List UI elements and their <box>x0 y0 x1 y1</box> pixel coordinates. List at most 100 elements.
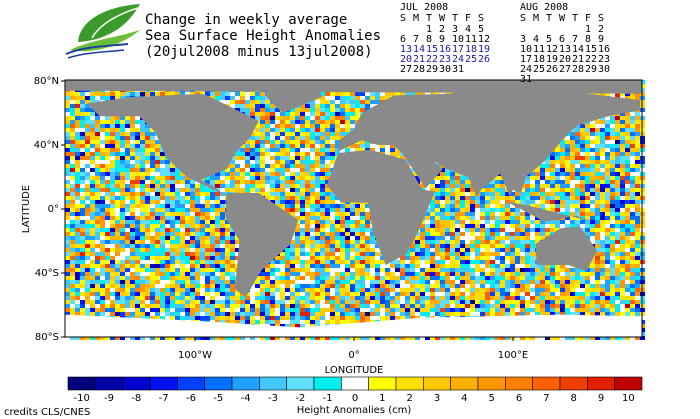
weekday: F <box>585 13 591 24</box>
calendar-day: 18 <box>533 54 545 65</box>
lon-label: 100°W <box>178 350 212 361</box>
calendar-day: 9 <box>598 34 604 45</box>
anomaly-field <box>65 80 645 340</box>
weekday: M <box>413 13 419 24</box>
colorbar-swatch <box>450 376 479 391</box>
logo <box>65 4 140 59</box>
colorbar-label: -10 <box>73 393 89 404</box>
calendar-day: 13 <box>400 44 412 55</box>
calendar-day: 19 <box>546 54 558 65</box>
calendar-day: 6 <box>400 34 406 45</box>
calendar-day: 8 <box>585 34 591 45</box>
calendar-day: 1 <box>585 24 591 35</box>
calendar-day: 1 <box>426 24 432 35</box>
colorbar-label: -9 <box>104 393 114 404</box>
calendar-day: 15 <box>585 44 597 55</box>
colorbar-label: 2 <box>406 393 412 404</box>
weekday: S <box>598 13 604 24</box>
lat-label: 0° <box>48 204 59 215</box>
colorbar-label: 8 <box>570 393 576 404</box>
colorbar-swatch <box>177 376 205 391</box>
land <box>326 149 436 265</box>
land <box>225 193 299 297</box>
calendar-day: 23 <box>598 54 610 65</box>
colorbar-label: 10 <box>622 393 635 404</box>
map: 80°N 40°N 0° 40°S 80°S 100°W 0° 100°E <box>34 76 645 361</box>
calendar-day: 25 <box>533 64 545 75</box>
colorbar-swatch <box>395 376 424 391</box>
land <box>535 226 598 272</box>
colorbar-swatch <box>122 376 151 391</box>
lat-label: 80°S <box>35 332 59 343</box>
calendar-day: 2 <box>439 24 445 35</box>
calendar-day: 24 <box>520 64 532 75</box>
calendar-day: 26 <box>546 64 558 75</box>
calendar-day: 12 <box>546 44 558 55</box>
weekday: T <box>452 13 458 24</box>
calendar-day: 20 <box>400 54 412 65</box>
x-axis-title: LONGITUDE <box>325 365 384 376</box>
weekday: W <box>439 13 446 24</box>
colorbar-swatch <box>587 376 615 391</box>
weekday: S <box>478 13 484 24</box>
colorbar-label: -8 <box>131 393 141 404</box>
weekday: W <box>559 13 566 24</box>
colorbar-swatch <box>505 376 533 391</box>
calendar-day: 31 <box>520 74 532 85</box>
colorbar-swatch <box>259 376 287 391</box>
weekday: S <box>400 13 406 24</box>
colorbar-swatch <box>149 376 178 391</box>
calendar-day: 5 <box>546 34 552 45</box>
calendar-day: 30 <box>598 64 610 75</box>
ice-mask <box>65 80 642 94</box>
lon-label: 0° <box>348 350 359 361</box>
y-axis-title: LATITUDE <box>21 185 32 233</box>
calendar-day: 6 <box>559 34 565 45</box>
calendar-day: 5 <box>478 24 484 35</box>
colorbar-label: -3 <box>268 393 278 404</box>
colorbar-label: 9 <box>598 393 604 404</box>
calendar-day: 14 <box>413 44 425 55</box>
colorbar-swatch <box>532 376 561 391</box>
calendar-day: 28 <box>413 64 425 75</box>
land <box>338 84 641 197</box>
lon-label: 100°E <box>498 350 528 361</box>
calendar-day: 18 <box>465 44 477 55</box>
calendar-day: 21 <box>413 54 425 65</box>
colorbar-label: -5 <box>213 393 223 404</box>
calendar-day: 4 <box>465 24 471 35</box>
anomaly-field <box>65 80 645 340</box>
calendar-day: 10 <box>520 44 532 55</box>
title-line: (20jul2008 minus 13jul2008) <box>145 44 373 60</box>
calendar-day: 17 <box>452 44 464 55</box>
calendar-day: 25 <box>465 54 477 65</box>
calendar-day: 8 <box>426 34 432 45</box>
calendar-day: 14 <box>572 44 584 55</box>
colorbar-label: 7 <box>543 393 549 404</box>
colorbar-label: -2 <box>295 393 305 404</box>
colorbar-swatch <box>313 376 342 391</box>
weekday: F <box>465 13 471 24</box>
calendar-title: AUG 2008 <box>520 2 568 13</box>
calendar-day: 20 <box>559 54 571 65</box>
calendar-day: 27 <box>400 64 412 75</box>
calendar-day: 3 <box>452 24 458 35</box>
calendar-day: 29 <box>426 64 438 75</box>
calendar-day: 16 <box>439 44 451 55</box>
colorbar-title: Height Anomalies (cm) <box>297 405 412 416</box>
calendar-day: 16 <box>598 44 610 55</box>
calendar-day: 17 <box>520 54 532 65</box>
calendar-day: 22 <box>426 54 438 65</box>
lat-label: 40°N <box>34 140 59 151</box>
colorbar-swatch <box>286 376 315 391</box>
calendar-day: 2 <box>598 24 604 35</box>
colorbar-label: 4 <box>461 393 467 404</box>
calendar-day: 10 <box>452 34 464 45</box>
calendar-day: 7 <box>413 34 419 45</box>
calendar-day: 13 <box>559 44 571 55</box>
colorbar-swatch <box>423 376 451 391</box>
anomaly-field <box>65 80 645 340</box>
colorbar-swatch <box>95 376 123 391</box>
colorbar-label: 5 <box>488 393 494 404</box>
